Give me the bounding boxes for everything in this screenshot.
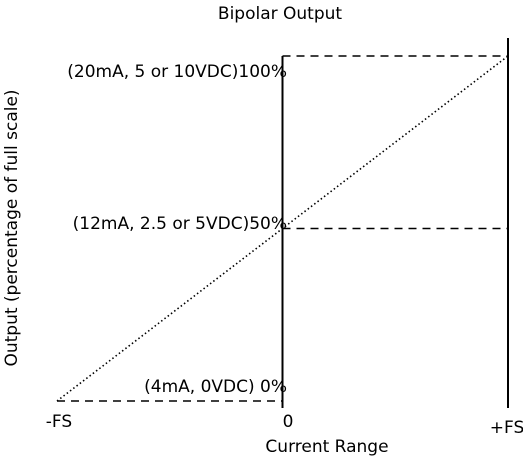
y-annotation-50: (12mA, 2.5 or 5VDC)50% [73,214,287,234]
y-annotation-100: (20mA, 5 or 10VDC)100% [67,62,287,82]
plot-area [56,38,509,408]
x-tick-label-pos-fs: +FS [490,418,523,438]
output-series-line-0 [56,55,509,402]
x-axis-label: Current Range [265,437,388,457]
chart-title: Bipolar Output [218,4,342,24]
x-tick-label-neg-fs: -FS [46,412,72,432]
y-axis-label: Output (percentage of full scale) [2,89,22,366]
x-tick-label-zero: 0 [283,412,294,432]
y-annotation-0: (4mA, 0VDC) 0% [144,377,287,397]
